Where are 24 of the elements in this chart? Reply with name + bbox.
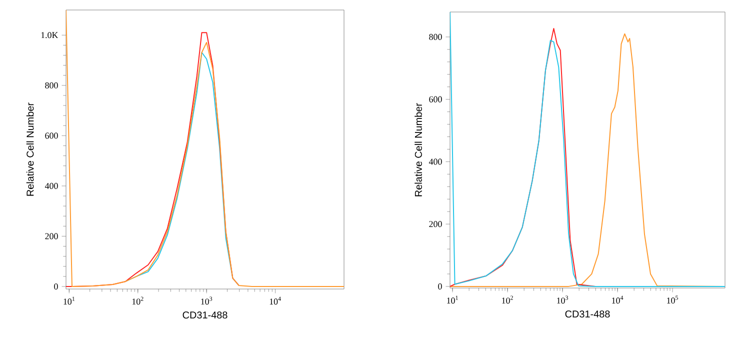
x-tick-label: 10$^{1}$ [64,296,75,305]
y-tick-label: 1.0K [41,32,58,38]
x-tick-label: 10$^{3}$ [557,296,568,304]
y-tick-label: 600 [45,132,58,139]
x-axis-title: CD31-488 [182,311,228,319]
x-tick-label: 10$^{4}$ [612,296,624,304]
y-tick-label: 600 [429,96,442,102]
y-tick-label: 200 [45,233,58,240]
y-tick-label: 200 [429,221,442,228]
x-tick-label: 10$^{3}$ [201,296,212,305]
x-tick-label: 10$^{5}$ [667,296,678,304]
y-tick-label: 400 [428,158,442,165]
x-tick-label: 10$^{2}$ [132,296,144,305]
y-tick-label: 800 [45,82,58,88]
y-axis-title: Relative Cell Number [414,103,422,196]
y-tick-label: 0 [438,283,442,290]
y-tick-label: 400 [44,182,58,189]
y-axis-title: Relative Cell Number [26,102,34,196]
y-tick-label: 800 [429,34,442,40]
x-tick-label: 10$^{1}$ [447,296,458,304]
x-tick-label: 10$^{4}$ [270,296,281,305]
x-tick-label: 10$^{2}$ [502,296,513,304]
y-tick-label: 0 [54,283,58,290]
x-axis-title: CD31-488 [565,310,610,318]
